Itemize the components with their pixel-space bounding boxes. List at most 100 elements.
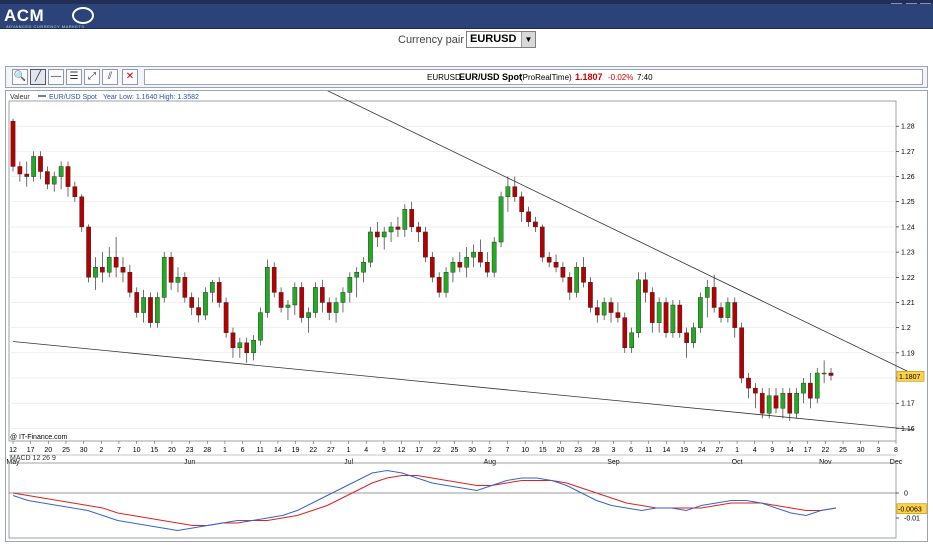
candle-body xyxy=(216,282,222,303)
zoom-tool-button[interactable]: 🔍 xyxy=(12,69,28,85)
x-tick-label: 27 xyxy=(716,447,724,454)
x-tick-label: 24 xyxy=(698,447,706,454)
x-tick-label: 22 xyxy=(433,447,441,454)
candle-body xyxy=(512,186,518,197)
fibonacci-tool-button[interactable]: ☰ xyxy=(66,69,82,85)
candle-body xyxy=(594,307,600,316)
currency-pair-select[interactable]: EURUSD ▼ xyxy=(466,31,536,48)
candle-body xyxy=(354,272,360,278)
y-tick-label: 1.17 xyxy=(901,401,915,408)
quote-price: 1.1807 xyxy=(575,72,603,82)
candle-body xyxy=(615,312,621,318)
candle-body xyxy=(251,340,256,354)
candle-body xyxy=(347,277,353,293)
candle-body xyxy=(285,304,291,308)
candle-body xyxy=(31,156,36,177)
candle-body xyxy=(567,277,573,293)
candle-body xyxy=(292,287,298,306)
candle-body xyxy=(670,304,676,333)
macd-line xyxy=(12,469,837,532)
x-tick-label: 14 xyxy=(274,447,282,454)
candle-body xyxy=(244,342,250,354)
x-tick-label: 11 xyxy=(645,447,652,454)
candle-body xyxy=(471,251,476,258)
candle-body xyxy=(416,226,421,233)
candle-body xyxy=(100,267,105,273)
fibonacci-icon: ☰ xyxy=(69,71,79,82)
candle-body xyxy=(333,302,339,313)
x-month-label: Sep xyxy=(607,459,620,466)
horizontal-line-icon: — xyxy=(51,71,61,82)
x-tick-label: 17 xyxy=(415,447,423,454)
parallel-lines-tool-button[interactable]: ⫽ xyxy=(102,69,118,85)
channel-tool-button[interactable]: ⤢ xyxy=(84,69,100,85)
candle-body xyxy=(725,302,731,318)
x-tick-label: 3 xyxy=(611,447,615,454)
x-tick-label: 14 xyxy=(663,447,671,454)
x-tick-label: 7 xyxy=(117,447,121,454)
candle-body xyxy=(656,302,662,323)
x-tick-label: 20 xyxy=(168,447,176,454)
x-tick-label: 2 xyxy=(488,447,492,454)
candle-body xyxy=(271,267,277,293)
quote-time: 7:40 xyxy=(637,73,653,82)
x-tick-label: 3 xyxy=(876,447,880,454)
candle-body xyxy=(526,211,531,223)
candle-body xyxy=(319,287,325,303)
x-tick-label: 22 xyxy=(309,447,317,454)
candle-body xyxy=(636,279,641,333)
candle-body xyxy=(814,372,820,399)
candle-body xyxy=(361,261,366,273)
logo-subtitle: ADVANCED CURRENCY MARKETS xyxy=(6,24,85,29)
chart-year-range: Year Low: 1.1640 High: 1.3582 xyxy=(103,94,199,101)
y-tick-label: 1.23 xyxy=(901,250,915,257)
x-tick-label: 27 xyxy=(327,447,335,454)
candle-body xyxy=(182,277,188,298)
currency-pair-label: Currency pair : xyxy=(398,34,471,46)
candle-body xyxy=(553,261,559,268)
candle-body xyxy=(203,292,208,316)
candle-body xyxy=(86,226,91,278)
logo: ACM xyxy=(4,6,45,25)
horizontal-line-tool-button[interactable]: — xyxy=(48,69,64,85)
candle-body xyxy=(148,297,153,323)
chevron-down-icon[interactable]: ▼ xyxy=(521,32,535,47)
delete-tool-button[interactable]: ✕ xyxy=(122,69,138,85)
macd-signal-line xyxy=(12,475,837,526)
x-tick-label: 19 xyxy=(292,447,300,454)
candle-body xyxy=(691,327,696,343)
x-month-label: Nov xyxy=(819,459,832,466)
candle-body xyxy=(17,166,23,175)
candle-body xyxy=(643,279,648,293)
candle-body xyxy=(739,327,744,379)
x-tick-label: 25 xyxy=(839,447,847,454)
candle-body xyxy=(450,261,456,273)
candle-body xyxy=(753,387,758,394)
last-price-label: 1.1807 xyxy=(899,374,921,381)
chart-toolbar: 🔍 ╱ — ☰ ⤢ ⫽ ✕ EURUSD EUR/USD Spot (ProRealTime… xyxy=(5,66,928,88)
candle-body xyxy=(340,292,346,303)
x-month-label: Dec xyxy=(890,459,903,466)
x-tick-label: 28 xyxy=(203,447,211,454)
chart-area[interactable]: Valeur EUR/USD Spot Year Low: 1.1640 High:… xyxy=(5,90,928,542)
trendline-tool-button[interactable]: ╱ xyxy=(30,69,46,85)
candle-body xyxy=(388,226,394,233)
chart-header-label: Valeur xyxy=(10,94,30,101)
x-tick-label: 12 xyxy=(9,447,17,454)
x-tick-label: 28 xyxy=(592,447,600,454)
candle-body xyxy=(168,256,174,283)
candle-body xyxy=(93,267,98,278)
chart-canvas[interactable]: Valeur EUR/USD Spot Year Low: 1.1640 High:… xyxy=(6,91,927,541)
candle-body xyxy=(732,302,738,328)
candle-body xyxy=(828,372,834,376)
x-tick-label: 15 xyxy=(539,447,547,454)
quote-source: (ProRealTime) xyxy=(520,73,572,82)
candle-body xyxy=(189,297,195,308)
candle-body xyxy=(299,287,305,318)
candle-body xyxy=(794,392,799,414)
macd-value-label: -0.0063 xyxy=(898,506,922,513)
price-plot-border xyxy=(8,100,897,442)
candle-body xyxy=(478,251,483,263)
currency-pair-value: EURUSD xyxy=(470,33,517,45)
x-tick-label: 30 xyxy=(857,447,865,454)
